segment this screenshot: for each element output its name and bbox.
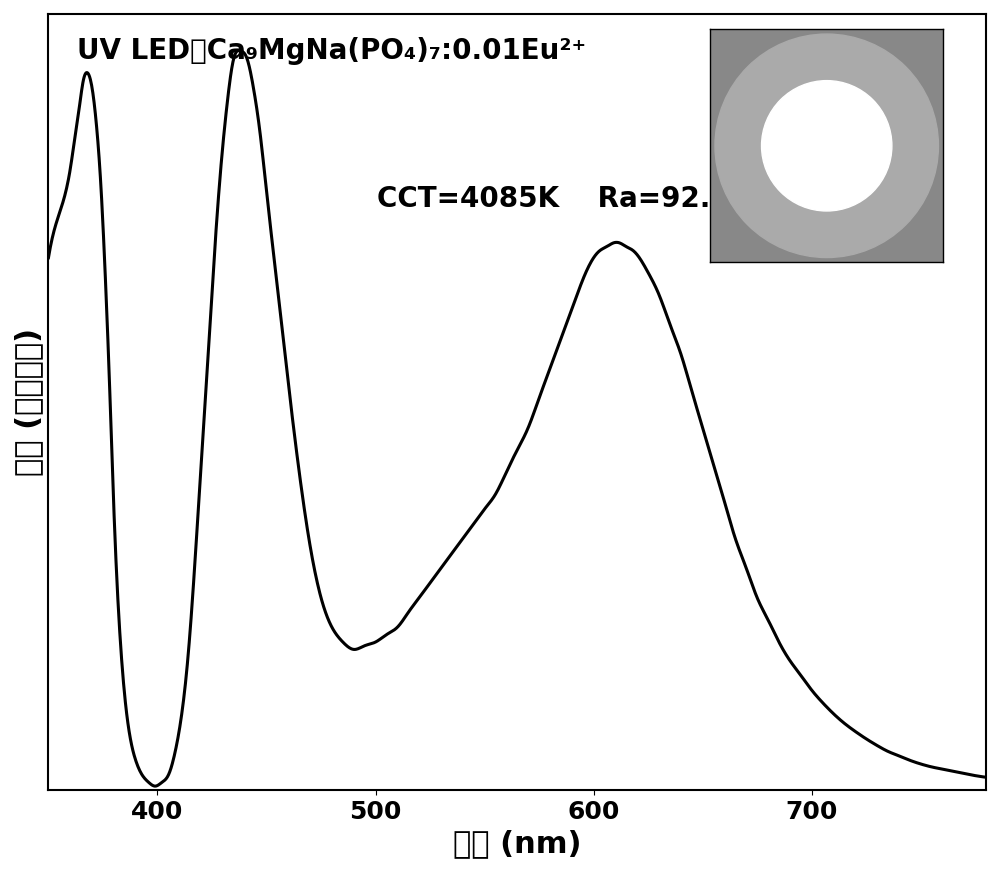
X-axis label: 波长 (nm): 波长 (nm) bbox=[453, 829, 582, 858]
Y-axis label: 強度 (任意单位): 強度 (任意单位) bbox=[14, 328, 43, 476]
Text: UV LED＋Ca₉MgNa(PO₄)₇:0.01Eu²⁺: UV LED＋Ca₉MgNa(PO₄)₇:0.01Eu²⁺ bbox=[77, 37, 586, 65]
Text: CCT=4085K    Ra=92.3: CCT=4085K Ra=92.3 bbox=[377, 185, 729, 213]
